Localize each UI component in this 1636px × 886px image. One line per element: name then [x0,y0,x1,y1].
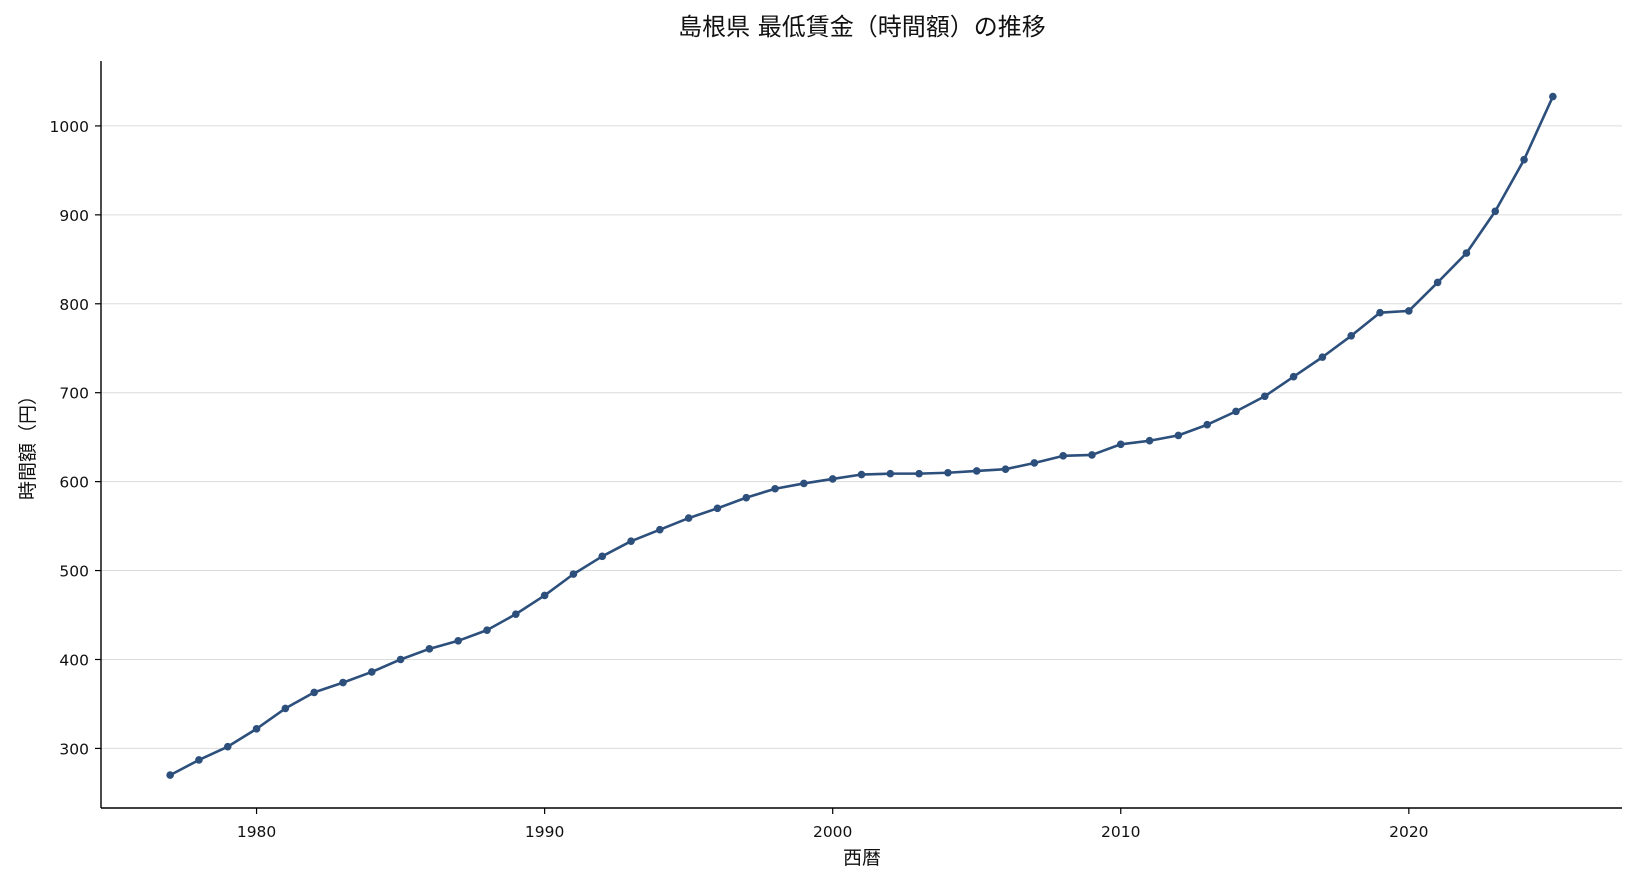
data-point [483,626,491,634]
y-tick-label: 400 [59,651,89,669]
x-axis-label: 西暦 [843,847,881,869]
data-point [339,678,347,687]
data-point [742,493,751,502]
data-point [1088,451,1096,459]
x-tick-label: 2010 [1101,823,1140,841]
data-point [972,467,981,475]
data-point [944,468,952,477]
data-point [425,645,434,653]
data-point [1001,465,1010,473]
data-point [1145,436,1154,445]
data-point [684,514,693,522]
y-tick-label: 900 [59,207,89,225]
data-point [223,742,232,751]
data-point [800,479,808,488]
data-point [1376,308,1384,317]
chart-title: 島根県 最低賃金（時間額）の推移 [678,13,1046,41]
y-tick-label: 300 [59,740,89,758]
data-point [771,484,779,493]
data-point [1261,392,1269,401]
data-point [1549,92,1557,101]
y-tick-label: 800 [59,296,89,314]
data-point [713,504,722,513]
data-point [886,469,895,478]
data-point [195,756,203,764]
series-line [168,95,1555,777]
data-point [166,771,174,779]
data-point [1059,452,1067,460]
data-point [828,475,837,483]
data-point [396,655,405,664]
tick-marks: 300 400 500 600 700 800 900 1000 1980 1990 2000 201… [50,118,1429,841]
data-point [1405,307,1413,315]
data-point [1232,407,1240,416]
data-point [1030,459,1039,467]
data-point [454,637,463,645]
data-point [540,591,549,600]
data-point [310,688,318,697]
y-axis-label: 時間額（円） [17,386,39,500]
grid-lines [101,125,1622,749]
y-tick-label: 700 [59,385,89,403]
data-point [1491,207,1500,216]
data-point [281,704,290,713]
data-point [1174,431,1183,440]
data-point [1289,372,1298,381]
x-tick-label: 2000 [813,823,852,841]
data-point [1520,155,1528,164]
data-series [166,92,1557,779]
x-tick-label: 2020 [1389,823,1428,841]
data-point [598,552,607,561]
y-tick-label: 1000 [50,118,89,136]
data-point [252,725,261,733]
y-tick-label: 600 [59,474,89,492]
data-point [1433,278,1442,287]
data-point [1318,353,1327,361]
data-point [512,610,520,618]
data-point [915,469,923,478]
data-point [367,668,376,676]
data-point [627,537,635,546]
x-tick-label: 1980 [237,823,276,841]
x-tick-label: 1990 [525,823,564,841]
data-point [857,470,866,479]
y-tick-label: 500 [59,563,89,581]
data-point [1462,249,1471,257]
data-point [1116,440,1125,449]
data-point [569,570,578,578]
axes [100,61,1622,809]
data-point [656,525,664,534]
data-point [1347,331,1356,340]
data-point [1203,420,1211,429]
